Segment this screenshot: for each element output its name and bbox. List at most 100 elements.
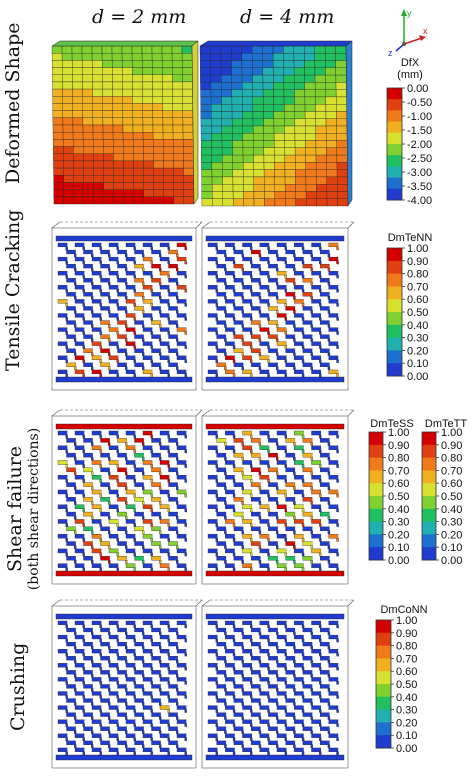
mortar-joint-element [302,497,313,502]
mortar-joint-element [66,348,77,353]
head-joint-element [327,730,331,734]
head-joint-element [267,552,270,557]
brick-gap [251,431,260,436]
mortar-joint-element [276,341,287,346]
head-joint-element [301,552,305,557]
brick-gap [143,541,152,546]
brick-gap [277,278,286,283]
mortar-joint-element [159,313,170,318]
mesh-cell [284,125,296,134]
mortar-joint-element [168,627,179,633]
mesh-cell [102,117,114,126]
head-joint-element [175,730,179,734]
head-joint-element [327,515,331,520]
brick-gap [303,460,312,465]
mesh-cell [252,111,264,119]
head-joint-element [319,567,322,572]
mesh-cell [243,191,255,199]
brick-gap [101,663,109,668]
mesh-cell [142,110,153,118]
mesh-cell [182,60,193,68]
brick-gap [277,453,286,458]
mortar-joint-element [207,341,218,346]
mortar-joint-element [100,712,111,717]
mesh-cell [252,104,264,112]
mortar-joint-element [100,467,111,473]
brick-gap [186,460,194,465]
brick-gap [126,292,135,297]
brick-gap [67,563,75,568]
brick-gap [92,278,101,283]
mesh-cell [283,60,295,68]
head-joint-element [215,667,218,671]
mortar-joint-element [328,475,339,480]
mortar-joint-element [302,306,313,311]
mortar-joint-element [117,278,128,283]
brick-gap [234,663,243,668]
brick-gap [217,475,226,480]
brick-gap [186,719,194,724]
head-joint-element [125,338,128,342]
brick-gap [338,313,346,318]
head-joint-element [125,545,128,550]
mesh-cell [315,154,327,163]
brick-gap [152,563,160,568]
head-joint-element [91,744,94,749]
brick-gap [177,362,186,367]
mortar-joint-element [176,355,187,360]
brick-gap [169,563,177,568]
mortar-joint-element [125,369,136,375]
mortar-joint-element [225,677,235,682]
head-joint-element [215,723,218,727]
head-joint-element [99,464,102,468]
brick-gap [338,733,346,738]
mortar-joint-element [66,656,77,661]
head-joint-element [275,702,279,706]
brick-gap [109,642,118,647]
mesh-cell [211,140,223,148]
brick-gap [177,306,186,311]
head-joint-element [150,737,153,742]
brick-gap [295,656,303,661]
mortar-joint-element [159,341,170,346]
head-joint-element [250,331,253,335]
head-joint-element [91,515,94,520]
mesh-cell [263,118,275,127]
head-joint-element [91,352,94,356]
mortar-joint-element [233,684,244,689]
brick-gap [234,285,243,290]
mortar-joint-element [259,299,270,304]
mesh-cell [243,184,255,192]
brick-gap [75,642,84,647]
mesh-cell [273,82,285,90]
mortar-joint-element [176,649,187,654]
mortar-joint-element [83,497,94,502]
head-joint-element [159,471,162,476]
brick-gap [286,621,295,625]
mortar-joint-element [117,712,128,717]
head-joint-element [150,246,153,251]
mortar-joint-element [285,556,296,561]
colorbar-tick-label: -4.00 [407,195,432,207]
mesh-cell [294,89,306,98]
mesh-cell [173,189,184,197]
brick-gap [67,271,75,276]
head-joint-element [167,331,170,335]
brick-gap [217,489,226,494]
brick-gap [226,684,234,689]
head-joint-element [284,434,287,439]
mortar-joint-element [207,519,218,524]
mesh-top-face [51,40,199,47]
head-joint-element [224,267,227,272]
brick-gap [126,642,135,647]
brick-gap [286,705,295,710]
head-joint-element [232,434,236,439]
mortar-joint-element [285,627,296,633]
head-joint-element [250,317,253,321]
mortar-joint-element [259,691,270,696]
mortar-joint-element [311,242,322,248]
mortar-joint-element [142,747,153,753]
mortar-joint-element [259,285,270,290]
mortar-joint-element [319,627,330,633]
mortar-joint-element [250,278,261,283]
